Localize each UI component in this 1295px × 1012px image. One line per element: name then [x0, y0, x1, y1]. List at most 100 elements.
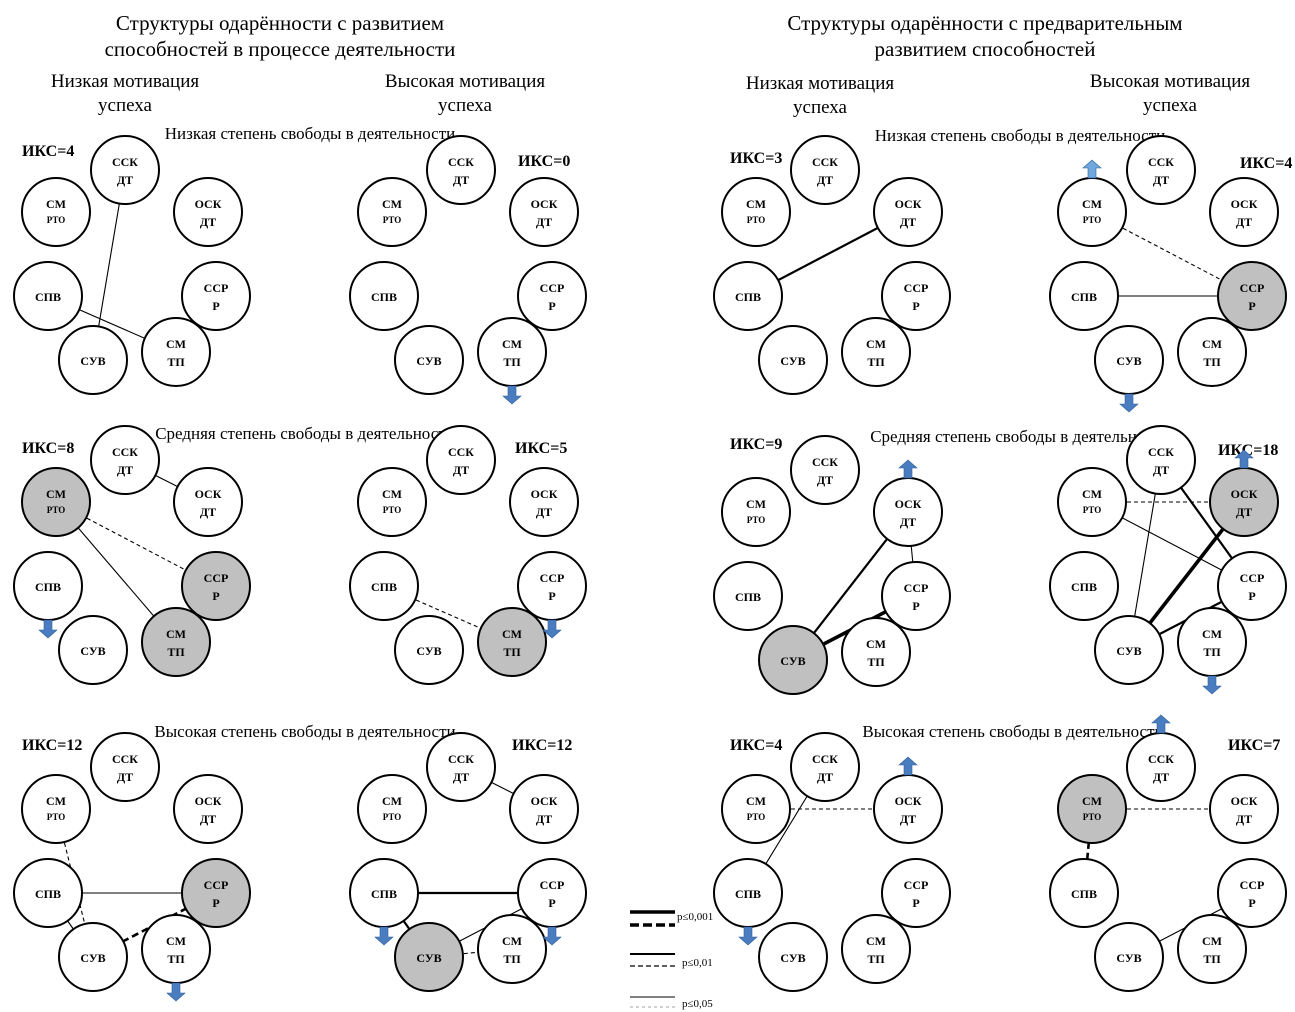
node-label: ССК: [448, 752, 474, 766]
node-circle: [13, 261, 83, 331]
node-label: СМ: [1202, 627, 1222, 641]
node-label: ДТ: [817, 770, 833, 784]
node-label: ССК: [1148, 155, 1174, 169]
node-label: ТП: [167, 645, 185, 659]
node-suv: СУВ: [1094, 922, 1164, 992]
node-osk: ОСК ДТ: [173, 774, 243, 844]
header-line: Высокая мотивация: [384, 71, 546, 92]
node-label: СМ: [382, 794, 402, 808]
arrow-down-icon: [542, 619, 562, 639]
node-label: СПВ: [735, 290, 761, 304]
node-label: ТП: [1203, 645, 1221, 659]
node-circle: [426, 732, 496, 802]
node-label: РТО: [47, 505, 66, 515]
arrow-up-icon: [1234, 449, 1254, 469]
node-suv: СУВ: [1094, 615, 1164, 685]
node-osk: ОСК ДТ: [173, 467, 243, 537]
node-circle: [90, 425, 160, 495]
node-label: СПВ: [371, 887, 397, 901]
node-label: ОСК: [1231, 197, 1258, 211]
node-label: ДТ: [817, 473, 833, 487]
node-label: ССР: [904, 281, 929, 295]
node-ssr: ССР Р: [517, 551, 587, 621]
left-high-motivation-header: Высокая мотивация успеха: [360, 70, 570, 118]
node-label: ССР: [1240, 878, 1265, 892]
node-label: Р: [1248, 896, 1255, 910]
node-label: ДТ: [1153, 770, 1169, 784]
node-circle: [790, 435, 860, 505]
node-label: СМ: [746, 197, 766, 211]
node-circle: [509, 467, 579, 537]
header-line: успеха: [438, 94, 492, 116]
node-circle: [758, 325, 828, 395]
node-label: РТО: [383, 812, 402, 822]
node-smrto: СМ РТО: [721, 774, 791, 844]
node-label: ССК: [1148, 445, 1174, 459]
node-circle: [426, 135, 496, 205]
node-circle: [721, 774, 791, 844]
node-label: РТО: [383, 505, 402, 515]
node-label: ОСК: [895, 497, 922, 511]
node-label: СУВ: [780, 951, 805, 965]
node-label: ССК: [112, 445, 138, 459]
node-circle: [357, 467, 427, 537]
node-ssk: ССК ДТ: [426, 135, 496, 205]
node-label: РТО: [1083, 812, 1102, 822]
node-label: ОСК: [1231, 487, 1258, 501]
node-label: СМ: [382, 197, 402, 211]
node-label: РТО: [47, 812, 66, 822]
node-label: ССР: [540, 571, 565, 585]
left-title: Структуры одарённости с развитием способ…: [60, 10, 500, 63]
node-label: ССК: [448, 155, 474, 169]
arrow-down-icon: [38, 619, 58, 639]
header-line: Низкая мотивация: [745, 73, 895, 94]
iks-label: ИКС=9: [730, 436, 783, 453]
node-spv: СПВ: [349, 858, 419, 928]
node-osk: ОСК ДТ: [1209, 467, 1279, 537]
node-label: Р: [1248, 299, 1255, 313]
node-label: ДТ: [817, 173, 833, 187]
node-label: СПВ: [1071, 887, 1097, 901]
node-circle: [173, 177, 243, 247]
node-label: СУВ: [80, 644, 105, 658]
node-circle: [58, 325, 128, 395]
node-circle: [873, 177, 943, 247]
node-circle: [790, 732, 860, 802]
iks-label: ИКС=12: [22, 737, 83, 754]
node-smtp: СМ ТП: [841, 317, 911, 387]
iks-label: ИКС=5: [515, 440, 568, 457]
header-line: Низкая мотивация: [50, 71, 200, 92]
iks-label: ИКС=7: [1228, 737, 1281, 754]
node-smtp: СМ ТП: [477, 317, 547, 387]
iks-label: ИКС=3: [730, 150, 783, 167]
node-label: ССР: [204, 878, 229, 892]
node-smrto: СМ РТО: [357, 467, 427, 537]
node-label: ДТ: [200, 505, 216, 519]
header-line: успеха: [793, 96, 847, 118]
node-ssk: ССК ДТ: [426, 732, 496, 802]
node-circle: [394, 615, 464, 685]
right-high-motivation-header: Высокая мотивация успеха: [1065, 70, 1275, 118]
node-label: ТП: [167, 952, 185, 966]
node-label: ДТ: [536, 812, 552, 826]
node-label: ДТ: [536, 505, 552, 519]
node-circle: [841, 617, 911, 687]
node-circle: [1217, 858, 1287, 928]
node-circle: [1126, 135, 1196, 205]
node-label: СМ: [166, 337, 186, 351]
node-circle: [349, 261, 419, 331]
left-low-motivation-header: Низкая мотивация успеха: [20, 70, 230, 118]
node-circle: [1049, 858, 1119, 928]
node-circle: [21, 774, 91, 844]
node-label: ССР: [1240, 571, 1265, 585]
node-label: ДТ: [117, 173, 133, 187]
node-smtp: СМ ТП: [841, 617, 911, 687]
header-line: Высокая мотивация: [1089, 71, 1251, 92]
node-label: ОСК: [531, 487, 558, 501]
node-smrto: СМ РТО: [357, 774, 427, 844]
node-label: СУВ: [1116, 354, 1141, 368]
node-circle: [141, 607, 211, 677]
node-circle: [181, 551, 251, 621]
node-spv: СПВ: [1049, 551, 1119, 621]
nodes-layer: ССКДТОСКДТССРРСМТПСУВСПВСМРТОССКДТОСКДТС…: [13, 135, 1287, 992]
